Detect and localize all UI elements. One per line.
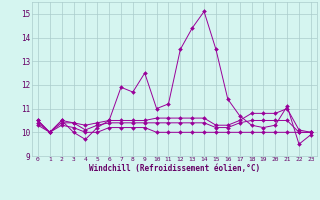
X-axis label: Windchill (Refroidissement éolien,°C): Windchill (Refroidissement éolien,°C) [89, 164, 260, 173]
